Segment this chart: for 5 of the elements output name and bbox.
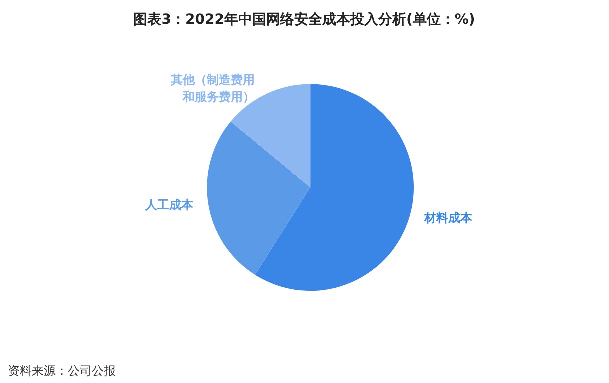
- text: 资料来源：公司公报: [8, 364, 116, 378]
- slice-label: 人工成本: [144, 198, 195, 212]
- slice-label: 其他（制造费用和服务费用）: [170, 73, 256, 104]
- slice-label: 材料成本: [424, 211, 474, 226]
- chart-title: 图表3：2022年中国网络安全成本投入分析(单位：%): [134, 11, 476, 28]
